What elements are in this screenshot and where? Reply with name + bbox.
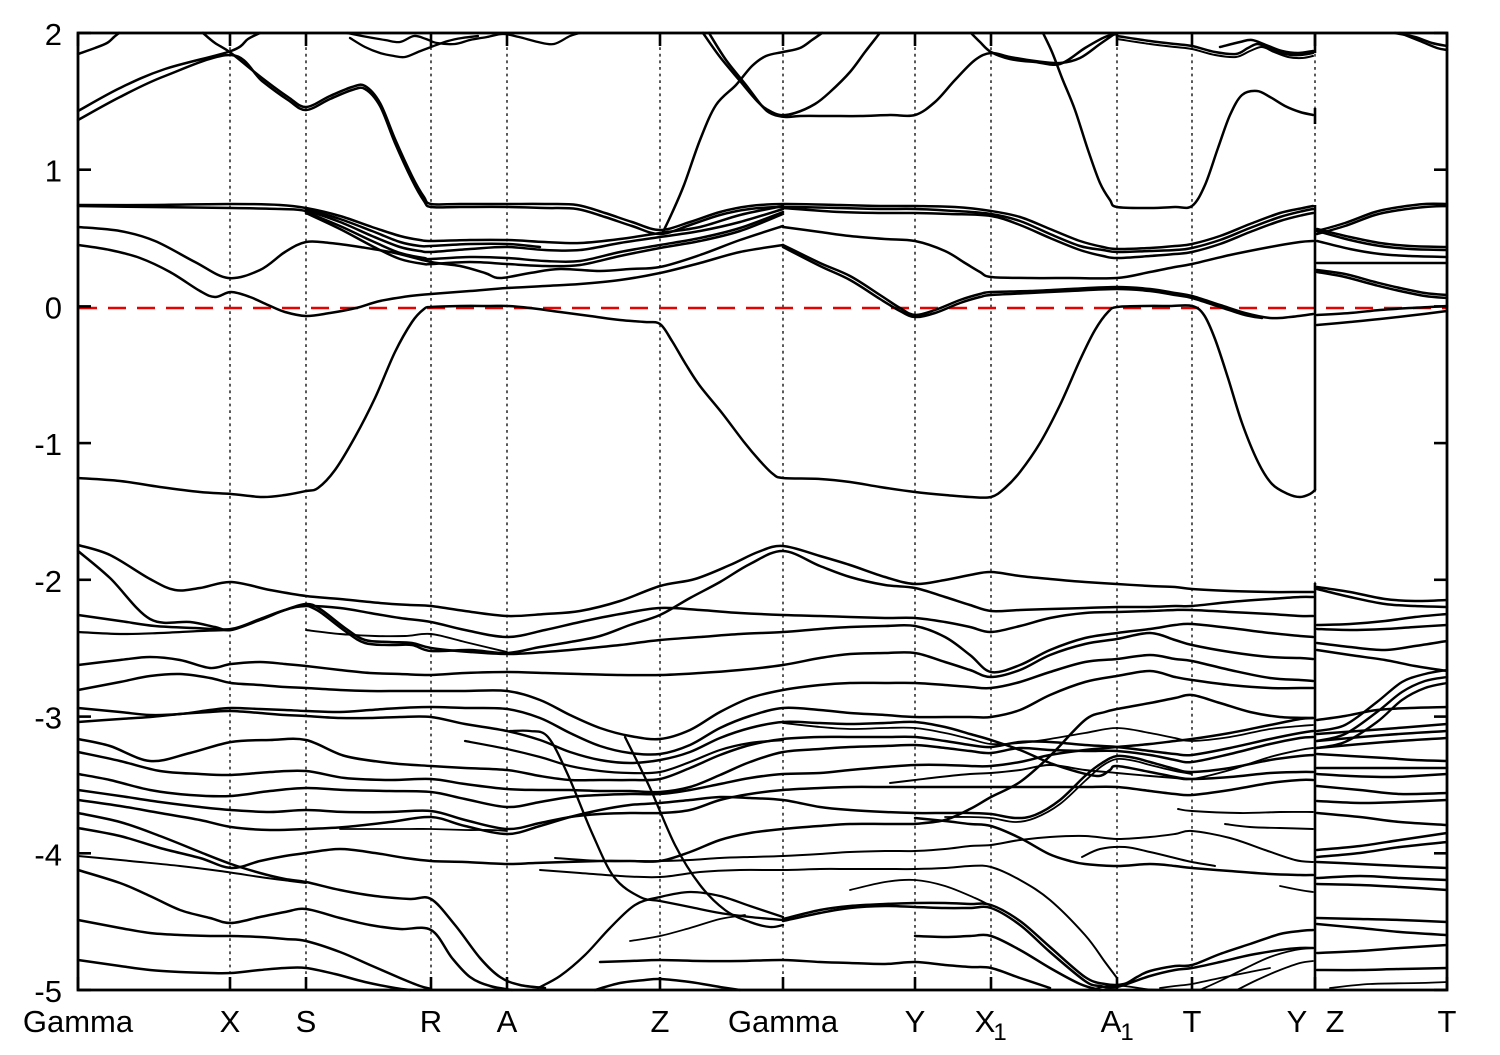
svg-text:A: A: [1101, 1004, 1122, 1039]
svg-text:T: T: [1183, 1004, 1202, 1039]
svg-text:1: 1: [1120, 1019, 1133, 1046]
svg-text:S: S: [296, 1004, 317, 1039]
svg-text:X: X: [220, 1004, 241, 1039]
svg-text:Y: Y: [905, 1004, 926, 1039]
svg-text:2: 2: [45, 17, 62, 52]
svg-text:-2: -2: [34, 564, 62, 599]
svg-text:-3: -3: [34, 701, 62, 736]
svg-text:T: T: [1438, 1004, 1457, 1039]
svg-text:R: R: [420, 1004, 442, 1039]
svg-text:X: X: [975, 1004, 996, 1039]
svg-text:1: 1: [45, 154, 62, 189]
svg-text:Y: Y: [1287, 1004, 1308, 1039]
svg-text:Gamma: Gamma: [728, 1004, 839, 1039]
svg-text:Gamma: Gamma: [23, 1004, 134, 1039]
svg-text:-5: -5: [34, 974, 62, 1009]
svg-text:Z: Z: [651, 1004, 670, 1039]
svg-text:A: A: [497, 1004, 518, 1039]
svg-text:0: 0: [45, 290, 62, 325]
svg-text:-1: -1: [34, 427, 62, 462]
svg-text:Z: Z: [1326, 1004, 1345, 1039]
svg-text:1: 1: [993, 1019, 1006, 1046]
svg-text:-4: -4: [34, 837, 62, 872]
